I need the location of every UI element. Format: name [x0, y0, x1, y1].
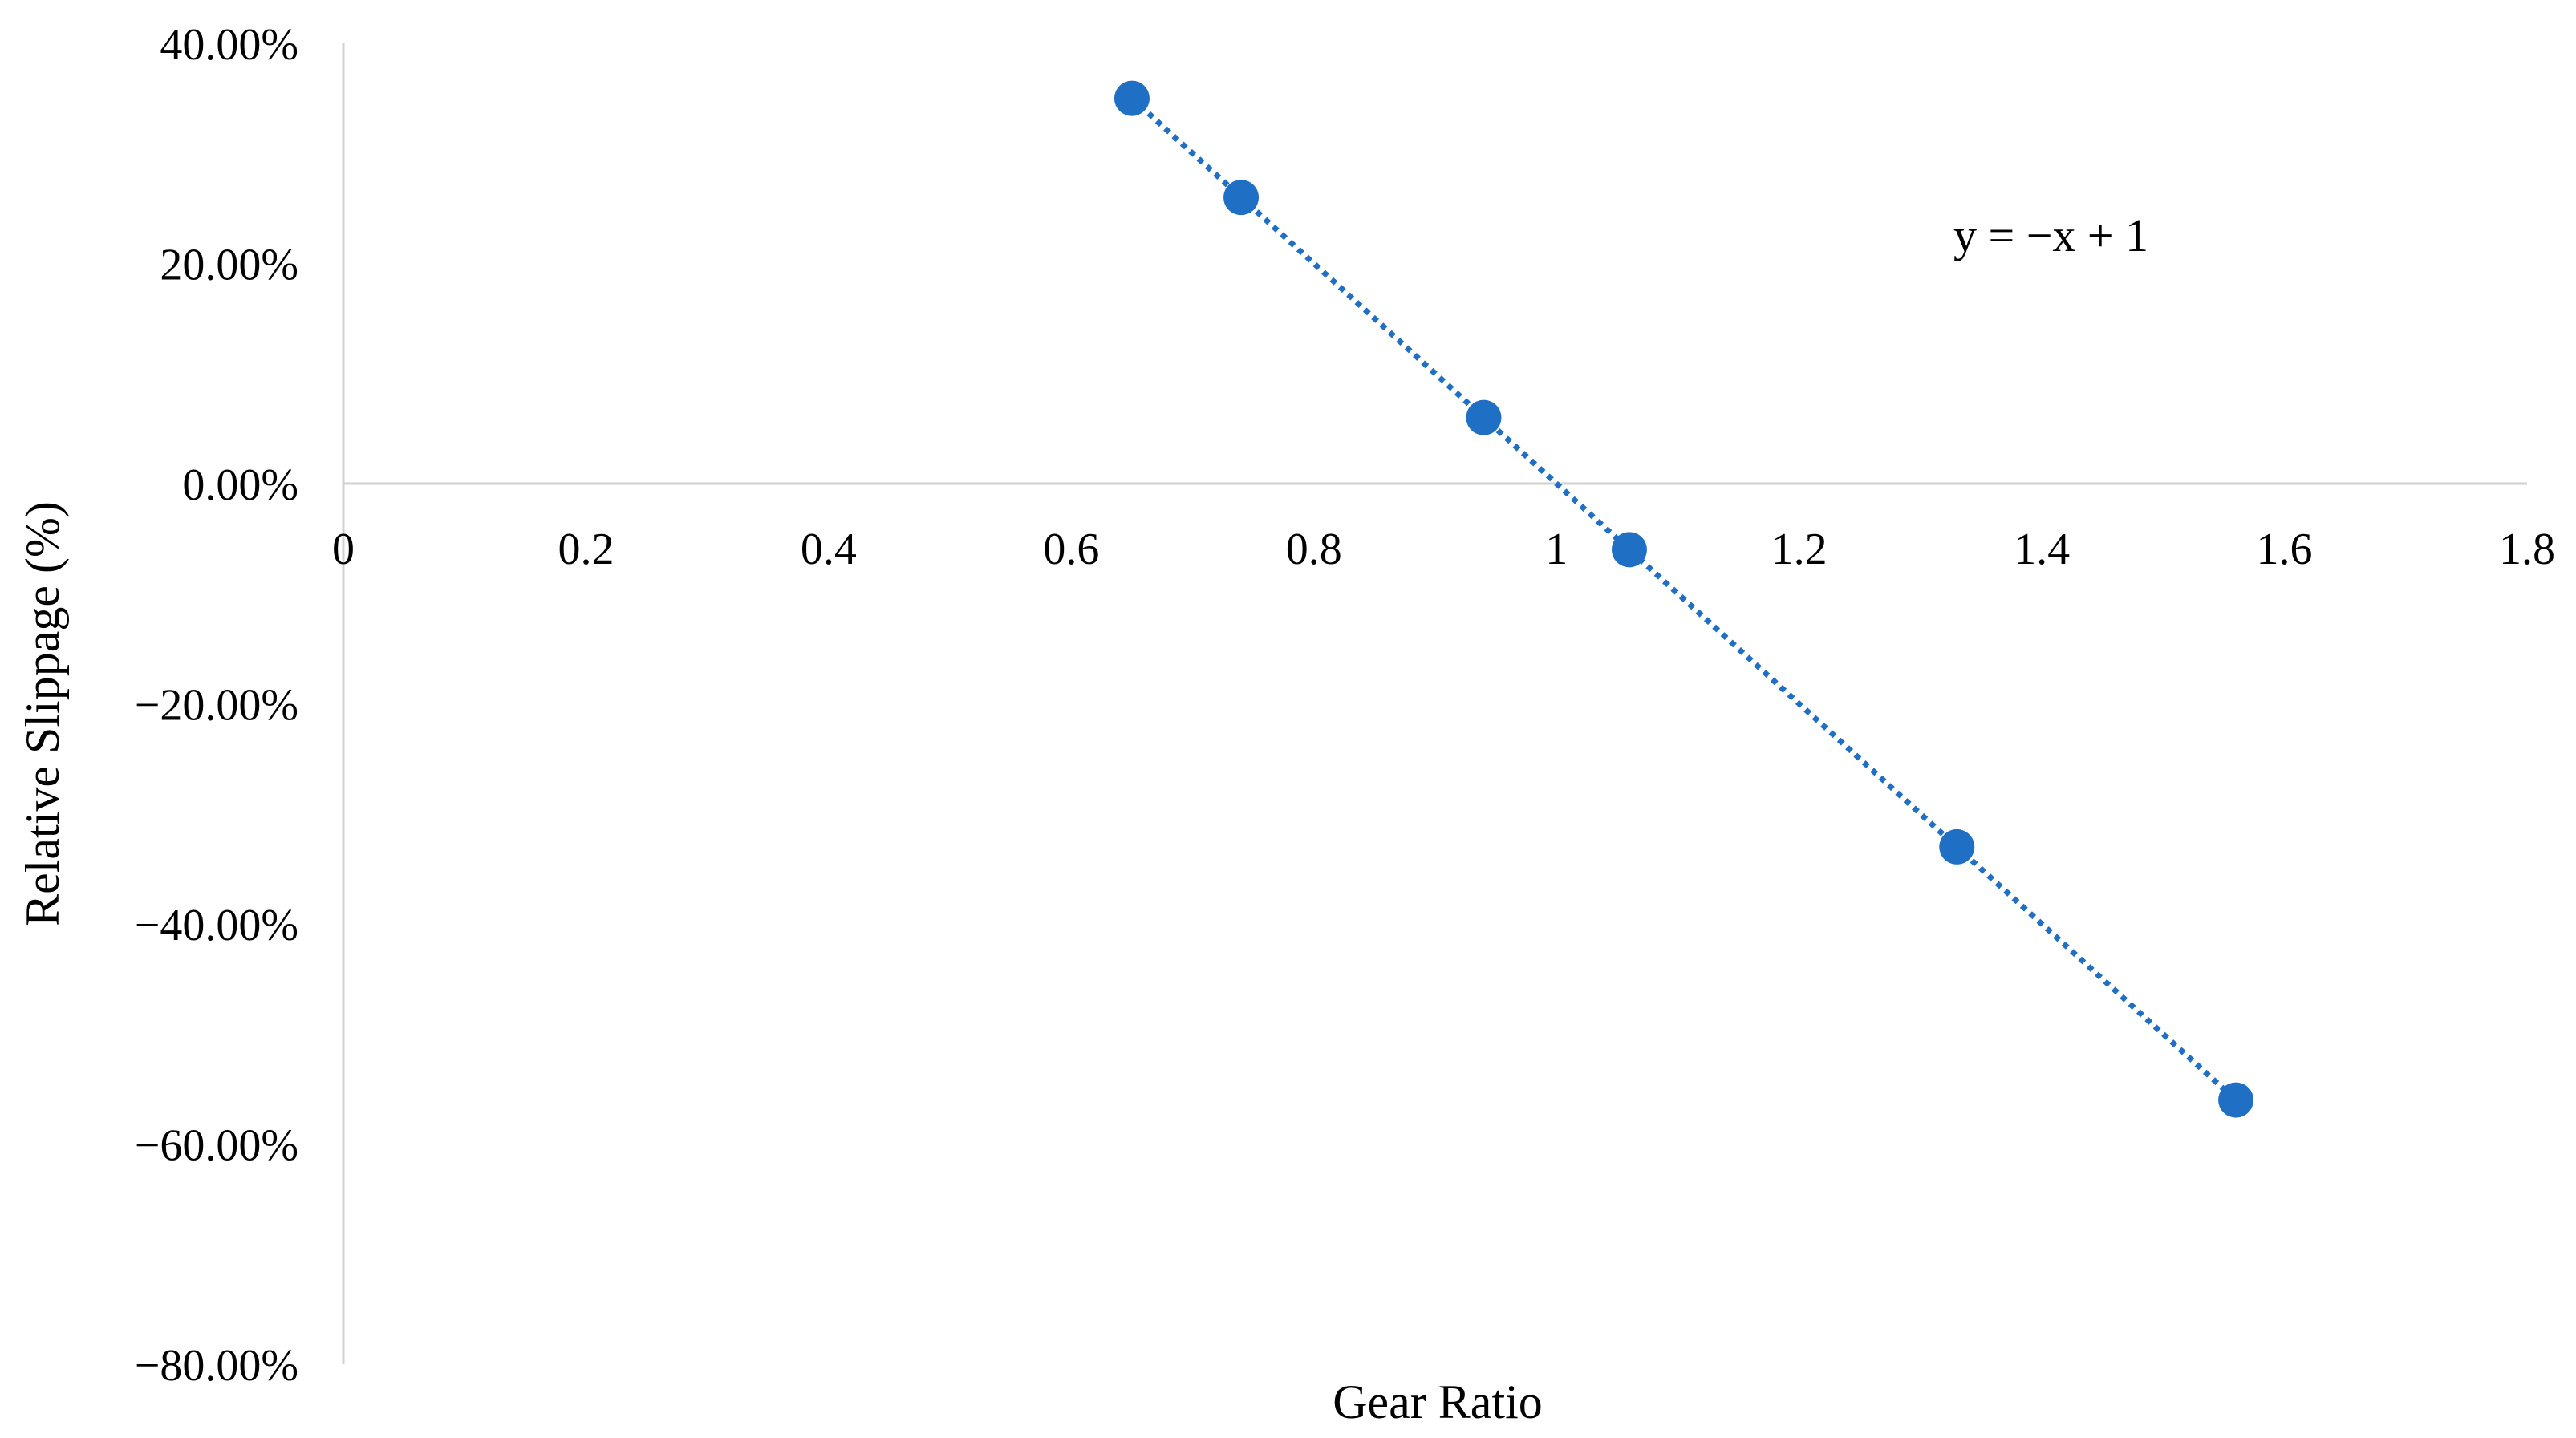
- y-tick-label: 40.00%: [160, 20, 298, 70]
- trendline-line: [1130, 96, 2238, 1103]
- y-tick-label: −40.00%: [135, 901, 298, 950]
- data-point: [1114, 80, 1150, 116]
- data-points: [1114, 80, 2254, 1118]
- data-point: [1223, 180, 1260, 216]
- x-tick-labels: 0 0.2 0.4 0.6 0.8 1 1.2 1.4 1.6 1.8: [332, 525, 2555, 574]
- x-tick-label: 1.8: [2499, 525, 2555, 574]
- data-point: [1939, 828, 1975, 865]
- y-tick-label: 20.00%: [160, 241, 298, 290]
- x-axis-title: Gear Ratio: [1333, 1375, 1543, 1428]
- x-tick-label: 1.6: [2257, 525, 2313, 574]
- data-point: [2218, 1082, 2254, 1118]
- x-tick-label: 1: [1545, 525, 1568, 574]
- y-axis-title: Relative Slippage (%): [16, 501, 69, 926]
- x-tick-label: 0.8: [1286, 525, 1342, 574]
- x-tick-label: 0.2: [558, 525, 614, 574]
- y-tick-label: 0.00%: [182, 460, 298, 510]
- data-point: [1611, 532, 1647, 568]
- x-tick-label: 0: [332, 525, 355, 574]
- y-tick-label: −80.00%: [135, 1341, 298, 1391]
- data-point: [1466, 399, 1502, 435]
- y-tick-label: −20.00%: [135, 681, 298, 731]
- x-tick-label: 0.4: [801, 525, 857, 574]
- y-tick-label: −60.00%: [135, 1121, 298, 1171]
- x-tick-label: 1.2: [1771, 525, 1828, 574]
- trendline-equation: y = −x + 1: [1953, 209, 2148, 261]
- x-tick-label: 1.4: [2014, 525, 2070, 574]
- axes: [342, 43, 2527, 1364]
- y-tick-labels: 40.00% 20.00% 0.00% −20.00% −40.00% −60.00% −8…: [135, 20, 298, 1391]
- x-tick-label: 0.6: [1043, 525, 1099, 574]
- trendline: [1130, 96, 2238, 1103]
